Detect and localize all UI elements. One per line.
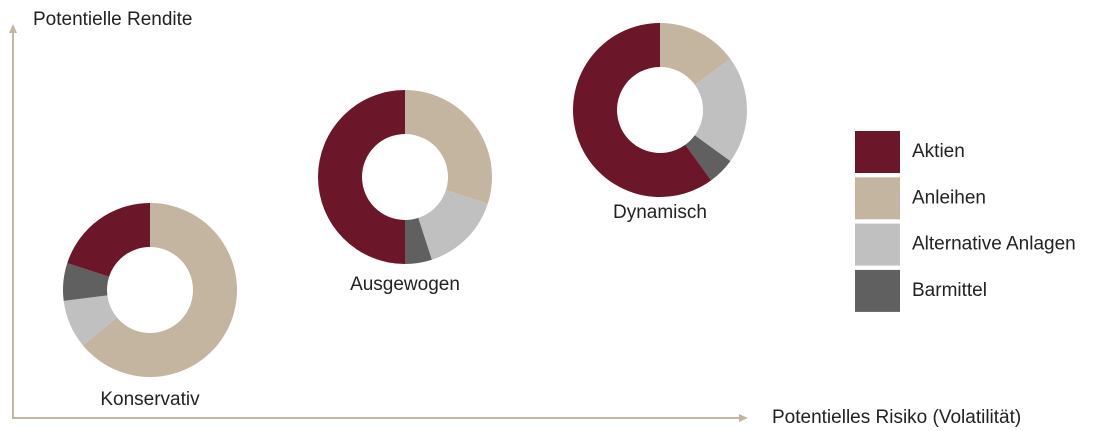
legend-label: Barmittel [912, 280, 987, 301]
legend-label: Alternative Anlagen [912, 234, 1076, 255]
donut-segment [62, 263, 110, 301]
donut-label: Dynamisch [613, 202, 707, 223]
donut-label: Konservativ [100, 389, 200, 410]
legend-label: Aktien [912, 141, 965, 162]
donut-segment [318, 90, 405, 264]
donut-segment [63, 295, 117, 346]
x-axis-label: Potentielles Risiko (Volatilität) [772, 407, 1021, 428]
donut-segment [660, 23, 731, 85]
donut-segment [573, 23, 712, 198]
legend-label: Anleihen [912, 187, 986, 208]
legend-swatch [855, 269, 900, 312]
legend-swatch [855, 177, 900, 220]
donut-segment [82, 203, 237, 377]
donut-segment [405, 90, 492, 204]
donut-label: Ausgewogen [350, 274, 460, 295]
donut-segment [405, 217, 432, 264]
y-axis-arrow [9, 24, 17, 33]
donut-segment [694, 58, 747, 162]
donut-segment [685, 135, 731, 181]
x-axis-arrow [739, 414, 748, 422]
donut-segment [418, 190, 488, 260]
donut-segment [67, 203, 150, 277]
y-axis-label: Potentielle Rendite [33, 9, 193, 30]
legend-swatch [855, 223, 900, 266]
legend-swatch [855, 131, 900, 173]
